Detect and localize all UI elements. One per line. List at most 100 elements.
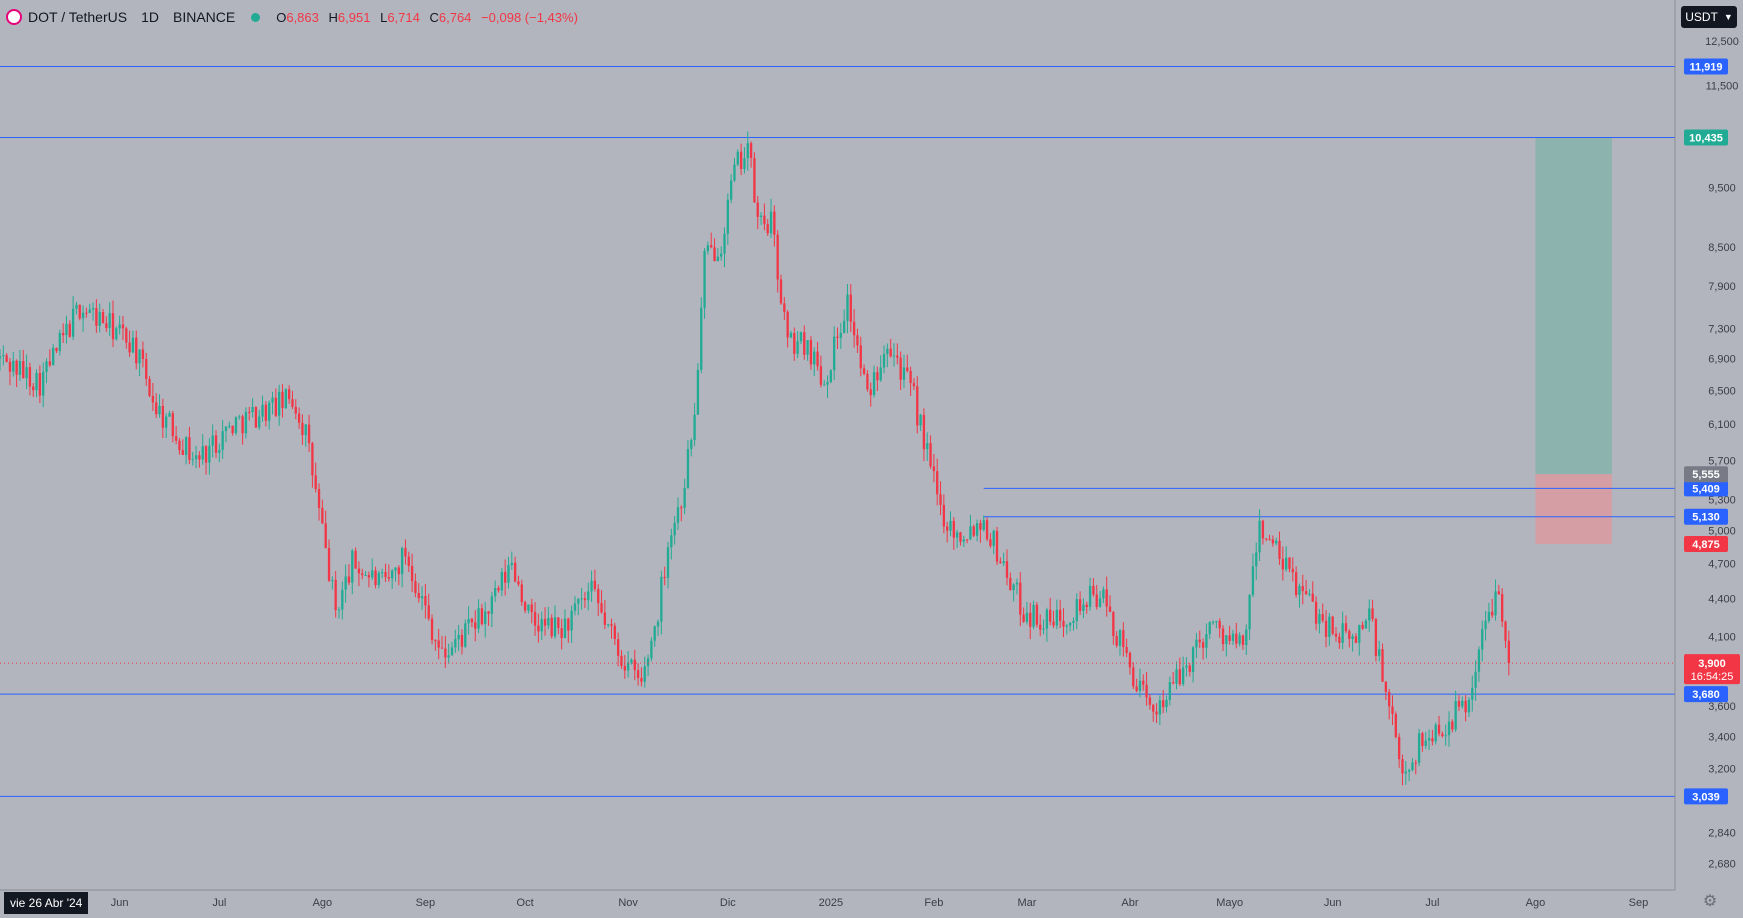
candle-body	[666, 547, 670, 578]
candle-body	[520, 584, 523, 602]
interval[interactable]: 1D	[141, 9, 159, 25]
level-badge	[1684, 58, 1728, 75]
candle-body	[211, 435, 214, 446]
high-value: 6,951	[337, 9, 371, 25]
candle-body	[906, 367, 909, 371]
profit-zone[interactable]	[1535, 137, 1612, 475]
candle-body	[743, 158, 746, 170]
candle-body	[45, 361, 48, 372]
candle-body	[198, 455, 201, 460]
level-badge	[1684, 508, 1728, 525]
candle-body	[1368, 608, 1371, 621]
candle-body	[384, 572, 387, 578]
candle-body	[58, 332, 61, 352]
candle-body	[999, 561, 1002, 564]
stop-badge-label: 4,875	[1692, 539, 1720, 551]
level-badge-label: 3,680	[1692, 689, 1720, 701]
time-axis[interactable]: Jun Jul Ago Sep Oct Nov Dic 2025 Feb Mar Abr Mayo Ju…	[111, 897, 1648, 909]
candle-body	[454, 639, 457, 648]
candle-body	[613, 625, 616, 640]
candle-body	[410, 565, 414, 582]
candle-body	[523, 601, 527, 611]
level-badge	[1684, 480, 1728, 497]
candle-body	[700, 307, 703, 370]
candle-body	[1095, 594, 1098, 607]
currency-label: USDT	[1685, 10, 1718, 24]
candle-body	[174, 436, 178, 441]
candle-body	[1191, 647, 1195, 672]
candle-body	[547, 617, 550, 626]
candle-body	[779, 279, 783, 304]
candle-body	[1404, 771, 1407, 774]
candle-body	[135, 337, 138, 364]
candle-body	[1092, 585, 1095, 595]
candle-body	[577, 598, 580, 604]
horizontal-levels[interactable]	[0, 66, 1675, 797]
candle-body	[600, 603, 603, 613]
candle-body	[497, 588, 500, 591]
candle-body	[1447, 721, 1451, 736]
candle-body	[739, 151, 743, 170]
candle-body	[397, 567, 400, 575]
level-badge-label: 5,130	[1692, 512, 1720, 524]
price-tick-label: 5,300	[1708, 494, 1736, 506]
position-tool[interactable]	[1535, 137, 1612, 544]
candle-body	[1371, 608, 1374, 620]
candle-body	[344, 576, 347, 590]
candle-body	[517, 581, 520, 585]
candle-body	[470, 618, 474, 623]
candle-body	[1012, 584, 1015, 591]
candle-body	[537, 625, 540, 632]
candle-body	[1487, 611, 1491, 621]
candle-body	[573, 603, 577, 611]
candle-body	[729, 180, 733, 200]
candle-body	[1384, 681, 1388, 692]
candle-body	[364, 575, 367, 577]
time-tick-label: Sep	[416, 897, 436, 909]
candle-body	[670, 535, 673, 548]
price-tick-label: 4,400	[1708, 594, 1736, 606]
candle-body	[341, 589, 344, 610]
candle-body	[444, 648, 447, 658]
candle-body	[776, 234, 779, 280]
candle-body	[52, 347, 55, 366]
candle-body	[1245, 629, 1248, 646]
candle-body	[1255, 552, 1258, 567]
candle-body	[916, 386, 919, 426]
currency-button[interactable]: USDT ▼	[1681, 6, 1737, 28]
candle-body	[696, 369, 700, 415]
candle-body	[1265, 538, 1268, 540]
price-axis[interactable]: 12,500 11,500 9,500 8,500 7,900 7,300 6,900 6,5…	[1705, 36, 1739, 870]
candle-body	[949, 520, 952, 531]
candle-body	[1158, 700, 1162, 715]
candle-body	[926, 443, 929, 450]
candle-body	[1059, 609, 1062, 621]
candle-body	[510, 562, 513, 566]
candle-body	[490, 596, 494, 614]
loss-zone[interactable]	[1535, 474, 1612, 544]
chevron-down-icon: ▼	[1723, 12, 1733, 22]
candle-body	[394, 567, 397, 571]
candle-body	[995, 530, 999, 562]
candle-body	[982, 520, 985, 530]
candle-body	[347, 576, 351, 583]
candle-body	[424, 596, 427, 606]
candle-body	[148, 379, 151, 396]
candle-body	[656, 621, 660, 627]
candle-body	[789, 333, 793, 338]
symbol-name[interactable]: DOT / TetherUS	[28, 9, 128, 25]
candle-body	[690, 440, 693, 450]
gear-icon[interactable]: ⚙	[1702, 893, 1718, 910]
candle-body	[354, 550, 357, 569]
candle-body	[866, 373, 869, 390]
candle-body	[1062, 620, 1065, 627]
candle-body	[1501, 594, 1504, 622]
candle-body	[929, 443, 932, 467]
price-tick-label: 3,600	[1708, 701, 1736, 713]
candle-body	[756, 202, 759, 217]
candle-body	[965, 539, 969, 541]
candle-body	[653, 626, 656, 641]
candle-body	[1268, 539, 1271, 541]
